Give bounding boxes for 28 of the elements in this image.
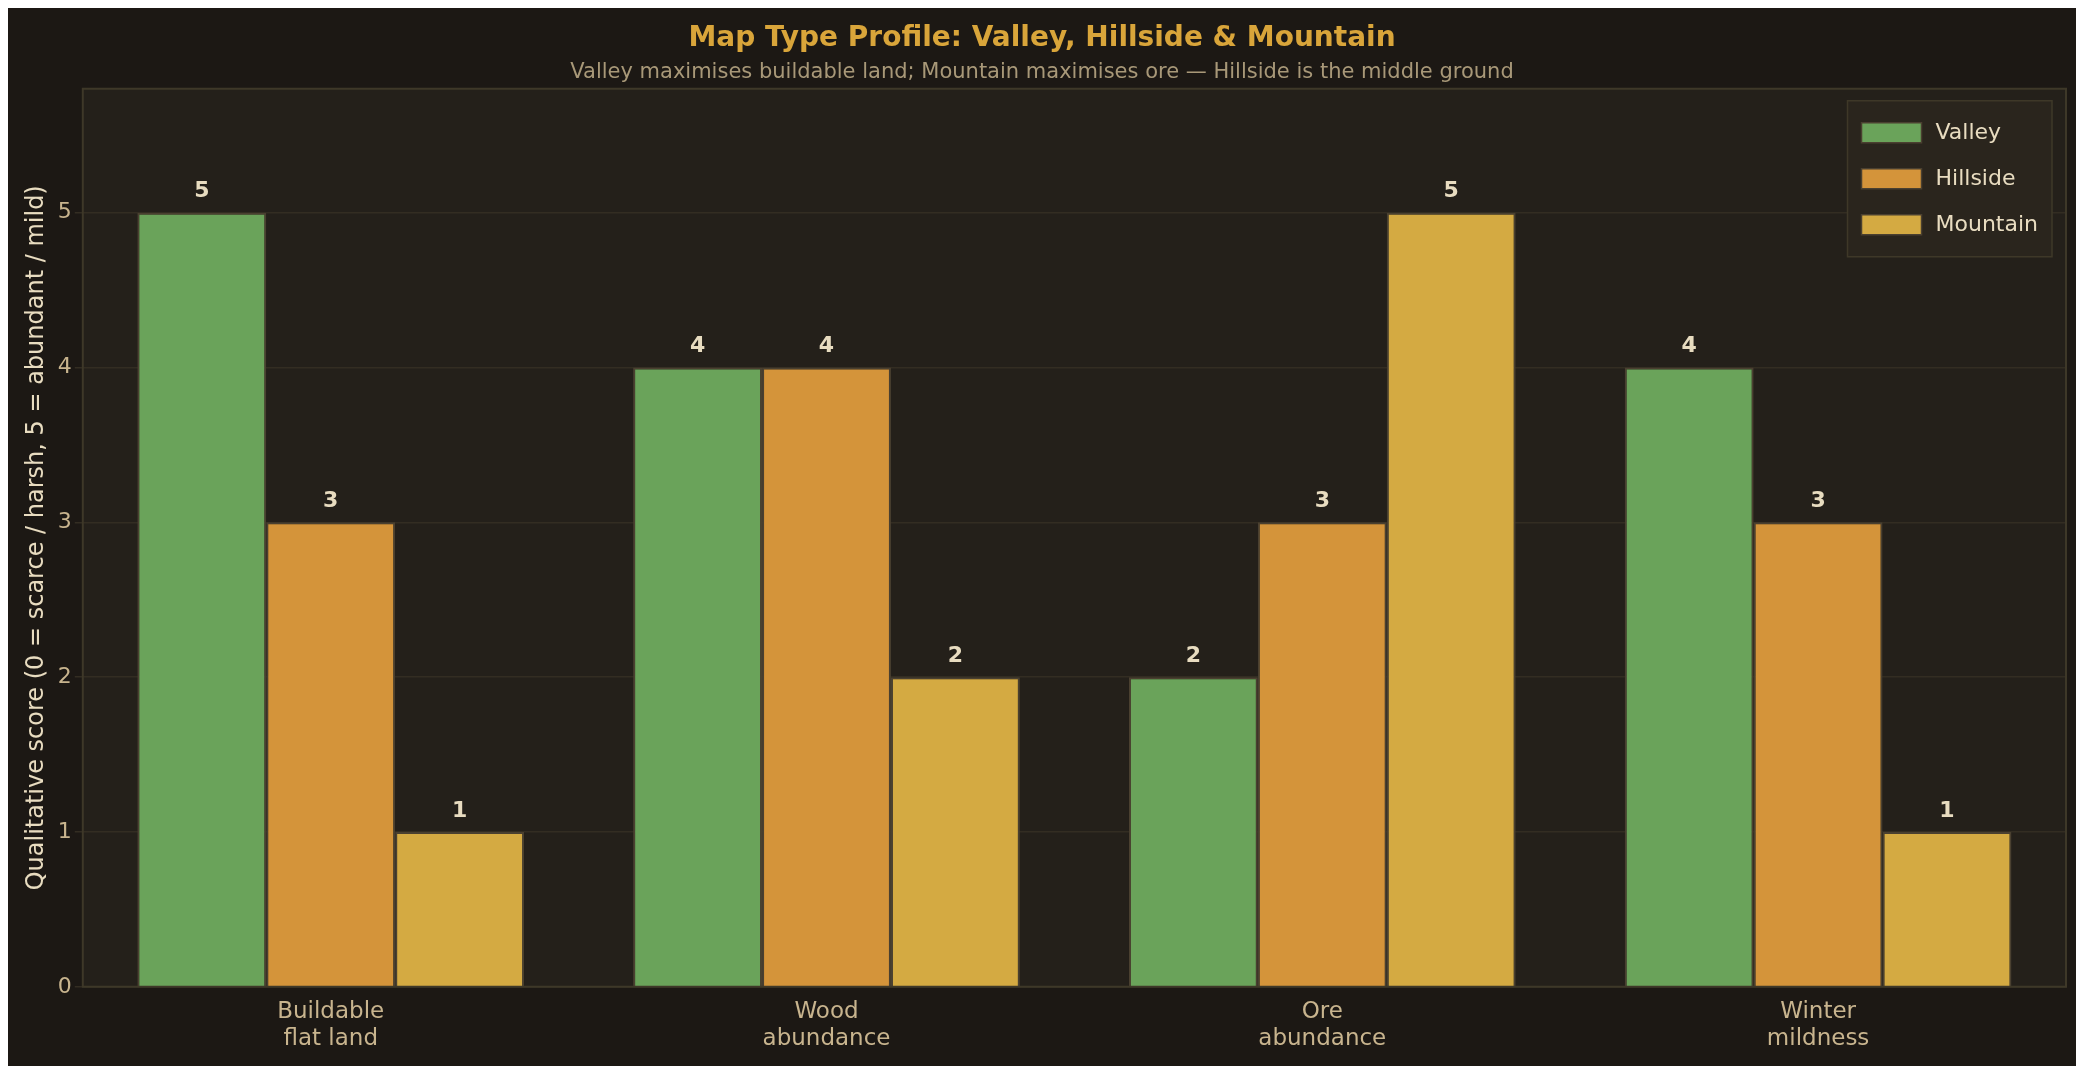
y-tick-label: 1 <box>57 817 72 843</box>
data-label: 3 <box>1314 487 1330 513</box>
y-tick-label: 0 <box>57 972 72 998</box>
y-tick-label: 4 <box>57 353 72 379</box>
x-tick-label: Ore abundance <box>1258 996 1387 1051</box>
y-axis-title: Qualitative score (0 = scarce / harsh, 5 = abundant / mild) <box>20 185 49 891</box>
data-label: 5 <box>1443 177 1459 203</box>
data-label: 1 <box>1939 796 1955 822</box>
y-tick-label: 3 <box>57 508 72 534</box>
data-label: 2 <box>1185 641 1202 667</box>
chart-subtitle: Valley maximises buildable land; Mountain maximises ore — Hillside is the middle ground <box>570 58 1514 83</box>
data-label: 3 <box>1810 487 1826 513</box>
data-label: 4 <box>818 332 835 358</box>
chart-title: Map Type Profile: Valley, Hillside & Mountain <box>688 20 1396 54</box>
legend-label: Mountain <box>1935 210 2039 236</box>
legend-label: Hillside <box>1935 164 2016 190</box>
x-tick-label: Wood abundance <box>762 996 891 1051</box>
x-tick-label: Winter mildness <box>1766 996 1870 1051</box>
x-tick-label: Buildable flat land <box>277 996 385 1051</box>
y-tick-label: 5 <box>57 198 72 224</box>
data-label: 3 <box>323 487 339 513</box>
legend-label: Valley <box>1935 118 2002 144</box>
y-tick-label: 2 <box>57 662 72 688</box>
data-label: 4 <box>689 332 706 358</box>
data-label: 4 <box>1681 332 1697 358</box>
data-label: 2 <box>947 641 964 667</box>
data-label: 1 <box>451 796 468 822</box>
data-label: 5 <box>194 177 210 203</box>
